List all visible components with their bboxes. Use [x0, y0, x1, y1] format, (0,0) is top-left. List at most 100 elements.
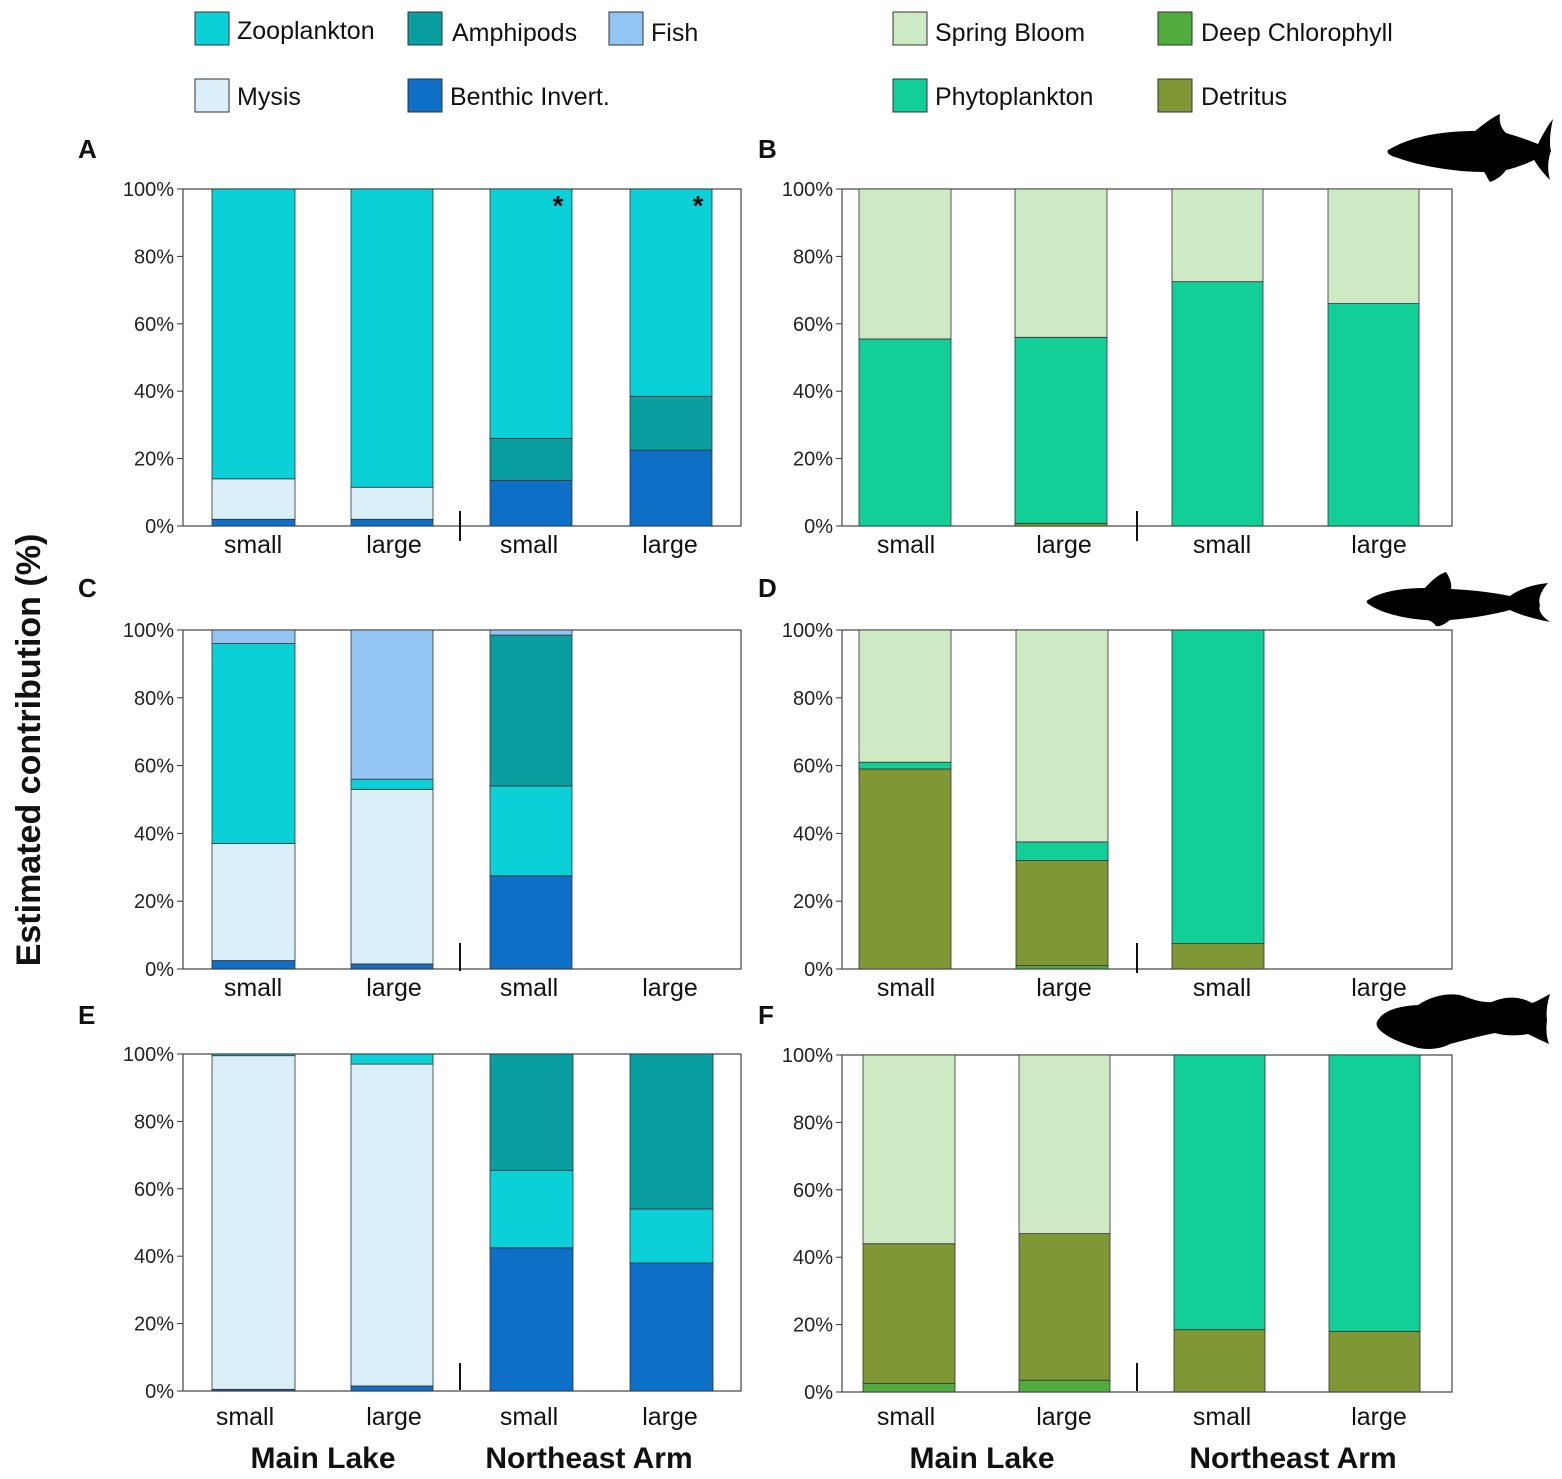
y-tick-label-e-20: 20%	[134, 1314, 174, 1336]
panel-d: D 0% 20% 40% 60% 80% 100% small large small large	[758, 573, 1453, 1002]
bar-segment-d-3-phytoplankton	[1171, 629, 1265, 944]
legend-label-fish: Fish	[651, 19, 698, 47]
y-tick-label-d-80: 80%	[793, 688, 833, 710]
panel-letter-b: B	[758, 134, 777, 164]
bar-segment-a-3-benthic-invert	[489, 480, 573, 527]
category-label-a-3: small	[500, 531, 558, 559]
bar-segment-b-3-phytoplankton	[1171, 281, 1264, 527]
panel-b: B 0% 20% 40% 60% 80% 100% small large small large	[758, 134, 1453, 559]
category-label-c-2: large	[366, 974, 422, 1002]
bar-segment-c-2-zooplankton	[350, 778, 434, 790]
bar-segment-c-1-mysis	[211, 843, 296, 961]
legend-swatch-mysis	[194, 78, 230, 113]
category-label-e-1: small	[216, 1403, 274, 1431]
legend-label-phytoplankton: Phytoplankton	[935, 83, 1093, 111]
bar-segment-b-1-phytoplankton	[858, 338, 952, 527]
category-label-d-1: small	[877, 974, 935, 1002]
legend-label-zooplankton: Zooplankton	[237, 17, 375, 45]
bar-segment-e-2-mysis	[350, 1063, 434, 1387]
category-label-e-4: large	[642, 1403, 698, 1431]
group-label-main-lake-right: Main Lake	[909, 1442, 1054, 1475]
bar-segment-c-2-mysis	[350, 788, 434, 965]
y-tick-label-e-0: 0%	[145, 1381, 174, 1403]
bar-segment-f-3-phytoplankton	[1173, 1054, 1266, 1331]
bar-segment-e-3-amphipods	[489, 1053, 574, 1171]
bar-segment-f-2-deep-chlorophyll	[1018, 1379, 1111, 1393]
bar-segment-a-1-zooplankton	[211, 188, 296, 480]
legend-label-mysis: Mysis	[237, 83, 301, 111]
bar-segment-a-2-mysis	[350, 486, 434, 520]
y-tick-label-a-0: 0%	[145, 516, 174, 538]
bar-segment-b-4-phytoplankton	[1327, 303, 1420, 527]
y-tick-label-b-0: 0%	[804, 516, 833, 538]
bar-segment-f-2-detritus	[1018, 1233, 1111, 1381]
significance-marker-a-4: *	[693, 190, 704, 221]
y-tick-label-c-20: 20%	[134, 891, 174, 913]
bar-segment-e-1-mysis	[211, 1055, 296, 1390]
bar-segment-b-2-spring-bloom	[1014, 188, 1108, 338]
bar-segment-e-2-benthic-invert	[350, 1385, 434, 1392]
bar-segment-e-4-amphipods	[629, 1053, 714, 1210]
bar-segment-d-1-detritus	[858, 768, 952, 970]
bar-segment-a-4-benthic-invert	[629, 449, 713, 527]
category-label-f-3: small	[1193, 1403, 1251, 1431]
y-tick-label-f-0: 0%	[804, 1382, 833, 1404]
bar-segment-d-3-detritus	[1171, 943, 1265, 970]
bar-segment-c-3-fish	[489, 629, 573, 636]
y-tick-label-a-20: 20%	[134, 449, 174, 471]
significance-marker-a-3: *	[553, 190, 564, 221]
y-tick-label-d-20: 20%	[793, 891, 833, 913]
y-tick-label-a-60: 60%	[134, 314, 174, 336]
y-tick-label-c-60: 60%	[134, 756, 174, 778]
y-tick-label-f-60: 60%	[793, 1180, 833, 1202]
bar-segment-b-2-detritus	[1014, 522, 1108, 527]
bar-segment-c-2-benthic-invert	[350, 963, 434, 970]
panel-c: C 0% 20% 40% 60% 80% 100% small large small large	[78, 573, 742, 1002]
bar-segment-c-3-amphipods	[489, 634, 573, 787]
legend-swatch-phytoplankton	[892, 78, 928, 113]
panel-letter-e: E	[78, 1000, 95, 1030]
category-label-a-1: small	[224, 531, 282, 559]
panel-letter-c: C	[78, 573, 97, 603]
category-label-c-3: small	[500, 974, 558, 1002]
plot-frame-e	[182, 1053, 742, 1392]
category-label-d-4: large	[1351, 974, 1407, 1002]
panel-letter-f: F	[758, 1000, 774, 1030]
bar-segment-a-3-zooplankton	[489, 188, 573, 439]
bar-segment-c-2-fish	[350, 629, 434, 780]
y-tick-label-e-80: 80%	[134, 1111, 174, 1133]
plot-frame-d	[841, 629, 1453, 970]
legend-item-detritus: Detritus	[1157, 78, 1287, 113]
category-label-f-1: small	[877, 1403, 935, 1431]
legend-swatch-amphipods	[407, 11, 443, 46]
y-tick-label-d-40: 40%	[793, 823, 833, 845]
bar-segment-f-3-detritus	[1173, 1329, 1266, 1393]
legend-source: Spring Bloom Deep Chlorophyll Phytoplank…	[892, 11, 1393, 113]
legend-swatch-spring-bloom	[892, 11, 928, 46]
y-tick-label-c-0: 0%	[145, 959, 174, 981]
category-label-e-3: small	[500, 1403, 558, 1431]
y-tick-label-b-100: 100%	[782, 179, 833, 201]
y-tick-label-c-40: 40%	[134, 823, 174, 845]
y-axis-label: Estimated contribution (%)	[10, 534, 48, 967]
panel-e: E 0% 20% 40% 60% 80% 100% small large small large	[78, 1000, 742, 1431]
y-tick-label-f-40: 40%	[793, 1247, 833, 1269]
bar-segment-e-1-zooplankton	[211, 1053, 296, 1057]
group-label-main-lake-left: Main Lake	[250, 1442, 395, 1475]
bar-segment-c-3-zooplankton	[489, 785, 573, 877]
group-labels-right: Main Lake Northeast Arm	[909, 1442, 1396, 1475]
bar-segment-e-3-benthic-invert	[489, 1247, 574, 1392]
legend-label-deep-chlorophyll: Deep Chlorophyll	[1201, 19, 1393, 47]
y-tick-label-d-60: 60%	[793, 756, 833, 778]
bar-segment-a-1-benthic-invert	[211, 518, 296, 527]
bar-segment-d-2-spring-bloom	[1015, 629, 1109, 843]
legend-item-spring-bloom: Spring Bloom	[892, 11, 1085, 47]
category-label-b-3: small	[1193, 531, 1251, 559]
legend-swatch-benthic-invert	[407, 78, 443, 113]
y-tick-label-e-100: 100%	[123, 1044, 174, 1066]
bar-segment-d-2-detritus	[1015, 860, 1109, 967]
plot-frame-c	[182, 629, 742, 970]
category-label-f-2: large	[1036, 1403, 1092, 1431]
category-label-b-2: large	[1036, 531, 1092, 559]
y-tick-label-f-100: 100%	[782, 1045, 833, 1067]
